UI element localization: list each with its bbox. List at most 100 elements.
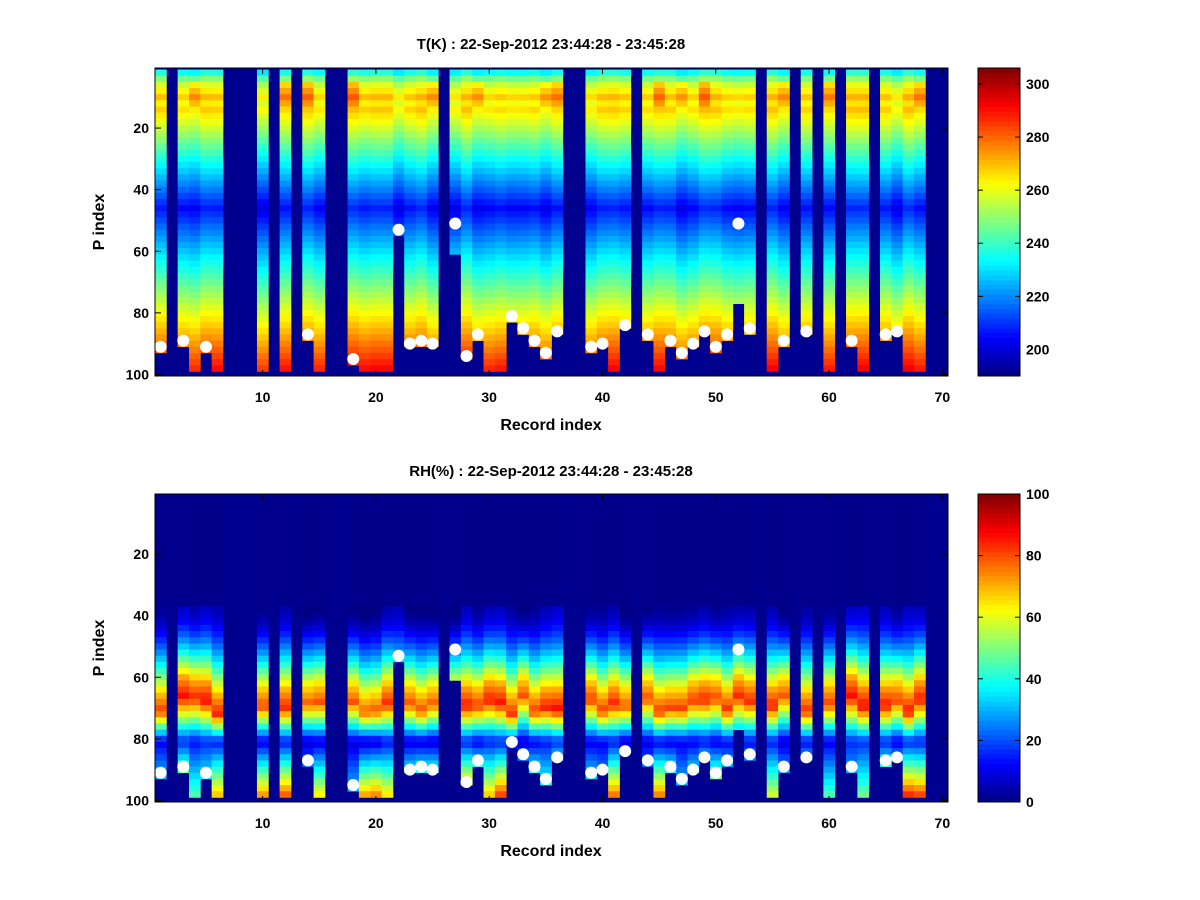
heatmap-column — [528, 69, 541, 348]
heatmap-cell — [155, 192, 167, 200]
heatmap-column — [880, 495, 892, 767]
heatmap-cell — [596, 131, 609, 138]
heatmap-cell — [370, 520, 382, 527]
colorbar-segment — [978, 284, 1020, 290]
heatmap-cell — [279, 649, 292, 657]
heatmap-cell — [778, 322, 790, 329]
heatmap-cell — [347, 322, 360, 329]
heatmap-cell — [460, 260, 473, 268]
heatmap-cell — [483, 649, 496, 657]
heatmap-cell — [517, 587, 530, 595]
surface-marker — [301, 328, 314, 341]
heatmap-cell — [676, 285, 688, 292]
heatmap-cell — [857, 661, 870, 669]
heatmap-cell — [744, 174, 756, 181]
heatmap-cell — [506, 88, 518, 95]
heatmap-cell — [823, 557, 836, 564]
heatmap-cell — [823, 352, 836, 360]
heatmap-cell — [676, 735, 688, 743]
heatmap-cell — [279, 124, 292, 132]
x-tick-label: 70 — [935, 815, 951, 831]
heatmap-cell — [880, 729, 892, 737]
heatmap-cell — [732, 106, 745, 114]
heatmap-cell — [506, 612, 518, 620]
heatmap-cell — [551, 315, 564, 323]
surface-marker — [426, 337, 439, 350]
heatmap-cell — [732, 278, 745, 286]
heatmap-cell — [687, 717, 700, 724]
heatmap-cell — [256, 618, 269, 626]
heatmap-cell — [551, 600, 564, 607]
heatmap-cell — [744, 161, 756, 169]
heatmap-cell — [857, 155, 870, 163]
heatmap-cell — [177, 174, 190, 181]
heatmap-cell — [642, 587, 654, 595]
heatmap-cell — [891, 711, 904, 718]
heatmap-cell — [188, 180, 201, 187]
heatmap-column — [608, 495, 620, 798]
heatmap-cell — [211, 729, 224, 737]
heatmap-cell — [698, 569, 711, 577]
heatmap-cell — [279, 143, 292, 151]
heatmap-cell — [687, 211, 700, 218]
heatmap-cell — [528, 315, 541, 323]
heatmap-cell — [256, 322, 269, 329]
heatmap-cell — [415, 606, 428, 613]
heatmap-cell — [256, 248, 269, 255]
heatmap-cell — [596, 550, 609, 558]
heatmap-cell — [608, 155, 620, 163]
heatmap-cell — [857, 698, 870, 706]
heatmap-cell — [585, 581, 598, 589]
heatmap-cell — [528, 495, 541, 503]
heatmap-cell — [778, 149, 790, 157]
heatmap-cell — [155, 600, 167, 607]
heatmap-cell — [483, 698, 496, 706]
heatmap-cell — [200, 507, 213, 515]
heatmap-cell — [698, 643, 711, 650]
heatmap-cell — [472, 309, 484, 317]
heatmap-cell — [540, 600, 552, 607]
heatmap-cell — [653, 211, 666, 218]
heatmap-cell — [540, 680, 552, 687]
heatmap-cell — [358, 112, 371, 120]
heatmap-cell — [891, 520, 904, 527]
heatmap-cell — [381, 668, 394, 675]
heatmap-cell — [766, 587, 779, 595]
heatmap-cell — [880, 223, 892, 231]
heatmap-cell — [721, 501, 734, 509]
heatmap-cell — [585, 278, 598, 286]
heatmap-cell — [188, 309, 201, 317]
heatmap-cell — [211, 254, 224, 261]
heatmap-cell — [778, 131, 790, 138]
heatmap-cell — [800, 501, 813, 509]
heatmap-cell — [540, 668, 552, 675]
heatmap-cell — [653, 223, 666, 231]
heatmap-cell — [426, 118, 439, 126]
heatmap-cell — [642, 266, 654, 274]
colorbar-frame — [977, 67, 1021, 377]
heatmap-cell — [880, 94, 892, 101]
heatmap-cell — [540, 501, 552, 509]
heatmap-cell — [313, 303, 326, 311]
x-tick-label: 10 — [255, 389, 271, 405]
heatmap-cell — [551, 514, 564, 521]
heatmap-cell — [857, 137, 870, 144]
heatmap-cell — [698, 106, 711, 114]
heatmap-cell — [200, 174, 213, 181]
heatmap-cell — [347, 643, 360, 650]
heatmap-cell — [676, 520, 688, 527]
heatmap-cell — [483, 538, 496, 546]
heatmap-cell — [676, 322, 688, 329]
heatmap-cell — [415, 526, 428, 533]
heatmap-cell — [494, 75, 507, 83]
heatmap-cell — [642, 532, 654, 540]
heatmap-cell — [279, 778, 292, 786]
heatmap-cell — [506, 711, 518, 718]
heatmap-cell — [302, 631, 314, 638]
heatmap-cell — [766, 260, 779, 268]
heatmap-cell — [188, 631, 201, 638]
heatmap-cell — [460, 587, 473, 595]
heatmap-cell — [642, 495, 654, 503]
heatmap-cell — [800, 643, 813, 650]
heatmap-cell — [642, 661, 654, 669]
